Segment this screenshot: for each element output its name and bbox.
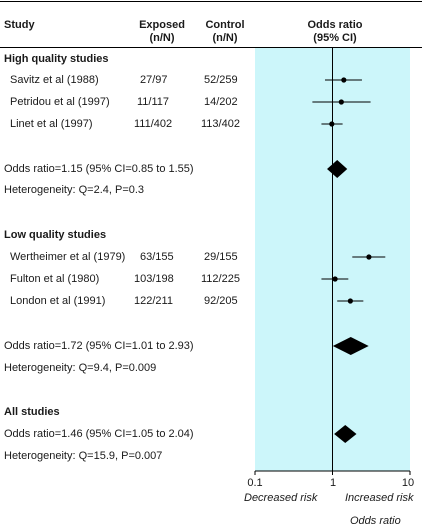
- study-exposed: 111/402: [134, 118, 173, 130]
- header-control: Control (n/N): [195, 19, 255, 45]
- pooled-diamond: [332, 337, 369, 355]
- study-exposed: 11/117: [137, 96, 170, 108]
- header-control-sub: (n/N): [212, 32, 238, 44]
- axis-right-label: Increased risk: [345, 492, 414, 504]
- study-control: 113/402: [201, 118, 240, 130]
- pooled-diamond: [327, 160, 348, 178]
- study-name: Petridou et al (1997): [10, 96, 110, 108]
- study-name: Fulton et al (1980): [10, 273, 100, 285]
- point-estimate: [329, 121, 335, 127]
- group-heterogeneity-low-quality: Heterogeneity: Q=9.4, P=0.009: [4, 362, 157, 374]
- study-exposed: 27/97: [140, 74, 168, 86]
- header-exposed: Exposed (n/N): [132, 19, 192, 45]
- study-exposed: 103/198: [134, 273, 174, 285]
- header-exposed-sub: (n/N): [149, 32, 175, 44]
- group-summary-high-quality: Odds ratio=1.15 (95% CI=0.85 to 1.55): [4, 163, 194, 175]
- study-exposed: 122/211: [134, 295, 173, 307]
- group-title-low-quality: Low quality studies: [4, 229, 107, 241]
- study-control: 52/259: [204, 74, 238, 86]
- pooled-diamond: [334, 425, 357, 443]
- point-estimate: [341, 77, 347, 83]
- header-control-label: Control: [205, 19, 245, 31]
- point-estimate: [338, 99, 344, 105]
- group-title-high-quality: High quality studies: [4, 53, 109, 65]
- axis-tick-label: 10: [401, 477, 415, 489]
- axis-left-label: Decreased risk: [244, 492, 318, 504]
- study-control: 112/225: [201, 273, 240, 285]
- axis-tick-label: 0.1: [247, 477, 263, 489]
- study-control: 92/205: [204, 295, 238, 307]
- point-estimate: [347, 298, 353, 304]
- axis-title: Odds ratio: [350, 515, 401, 527]
- header-effect-sub: (95% CI): [313, 32, 357, 44]
- top-rule: [0, 1, 422, 2]
- group-heterogeneity-high-quality: Heterogeneity: Q=2.4, P=0.3: [4, 184, 145, 196]
- point-estimate: [366, 254, 372, 260]
- group-title-all-studies: All studies: [4, 406, 60, 418]
- study-control: 29/155: [204, 251, 238, 263]
- study-name: Savitz et al (1988): [10, 74, 99, 86]
- header-rule: [0, 47, 422, 48]
- header-exposed-label: Exposed: [139, 19, 185, 31]
- study-name: Wertheimer et al (1979): [10, 251, 126, 263]
- study-name: London et al (1991): [10, 295, 106, 307]
- group-heterogeneity-all-studies: Heterogeneity: Q=15.9, P=0.007: [4, 450, 163, 462]
- header-effect-label: Odds ratio: [307, 19, 363, 31]
- point-estimate: [332, 276, 338, 282]
- group-summary-all-studies: Odds ratio=1.46 (95% CI=1.05 to 2.04): [4, 428, 194, 440]
- study-name: Linet et al (1997): [10, 118, 93, 130]
- header-effect: Odds ratio (95% CI): [285, 19, 385, 45]
- axis-tick-label: 1: [329, 477, 337, 489]
- study-control: 14/202: [204, 96, 238, 108]
- group-summary-low-quality: Odds ratio=1.72 (95% CI=1.01 to 2.93): [4, 340, 194, 352]
- study-exposed: 63/155: [140, 251, 174, 263]
- header-study: Study: [4, 19, 35, 31]
